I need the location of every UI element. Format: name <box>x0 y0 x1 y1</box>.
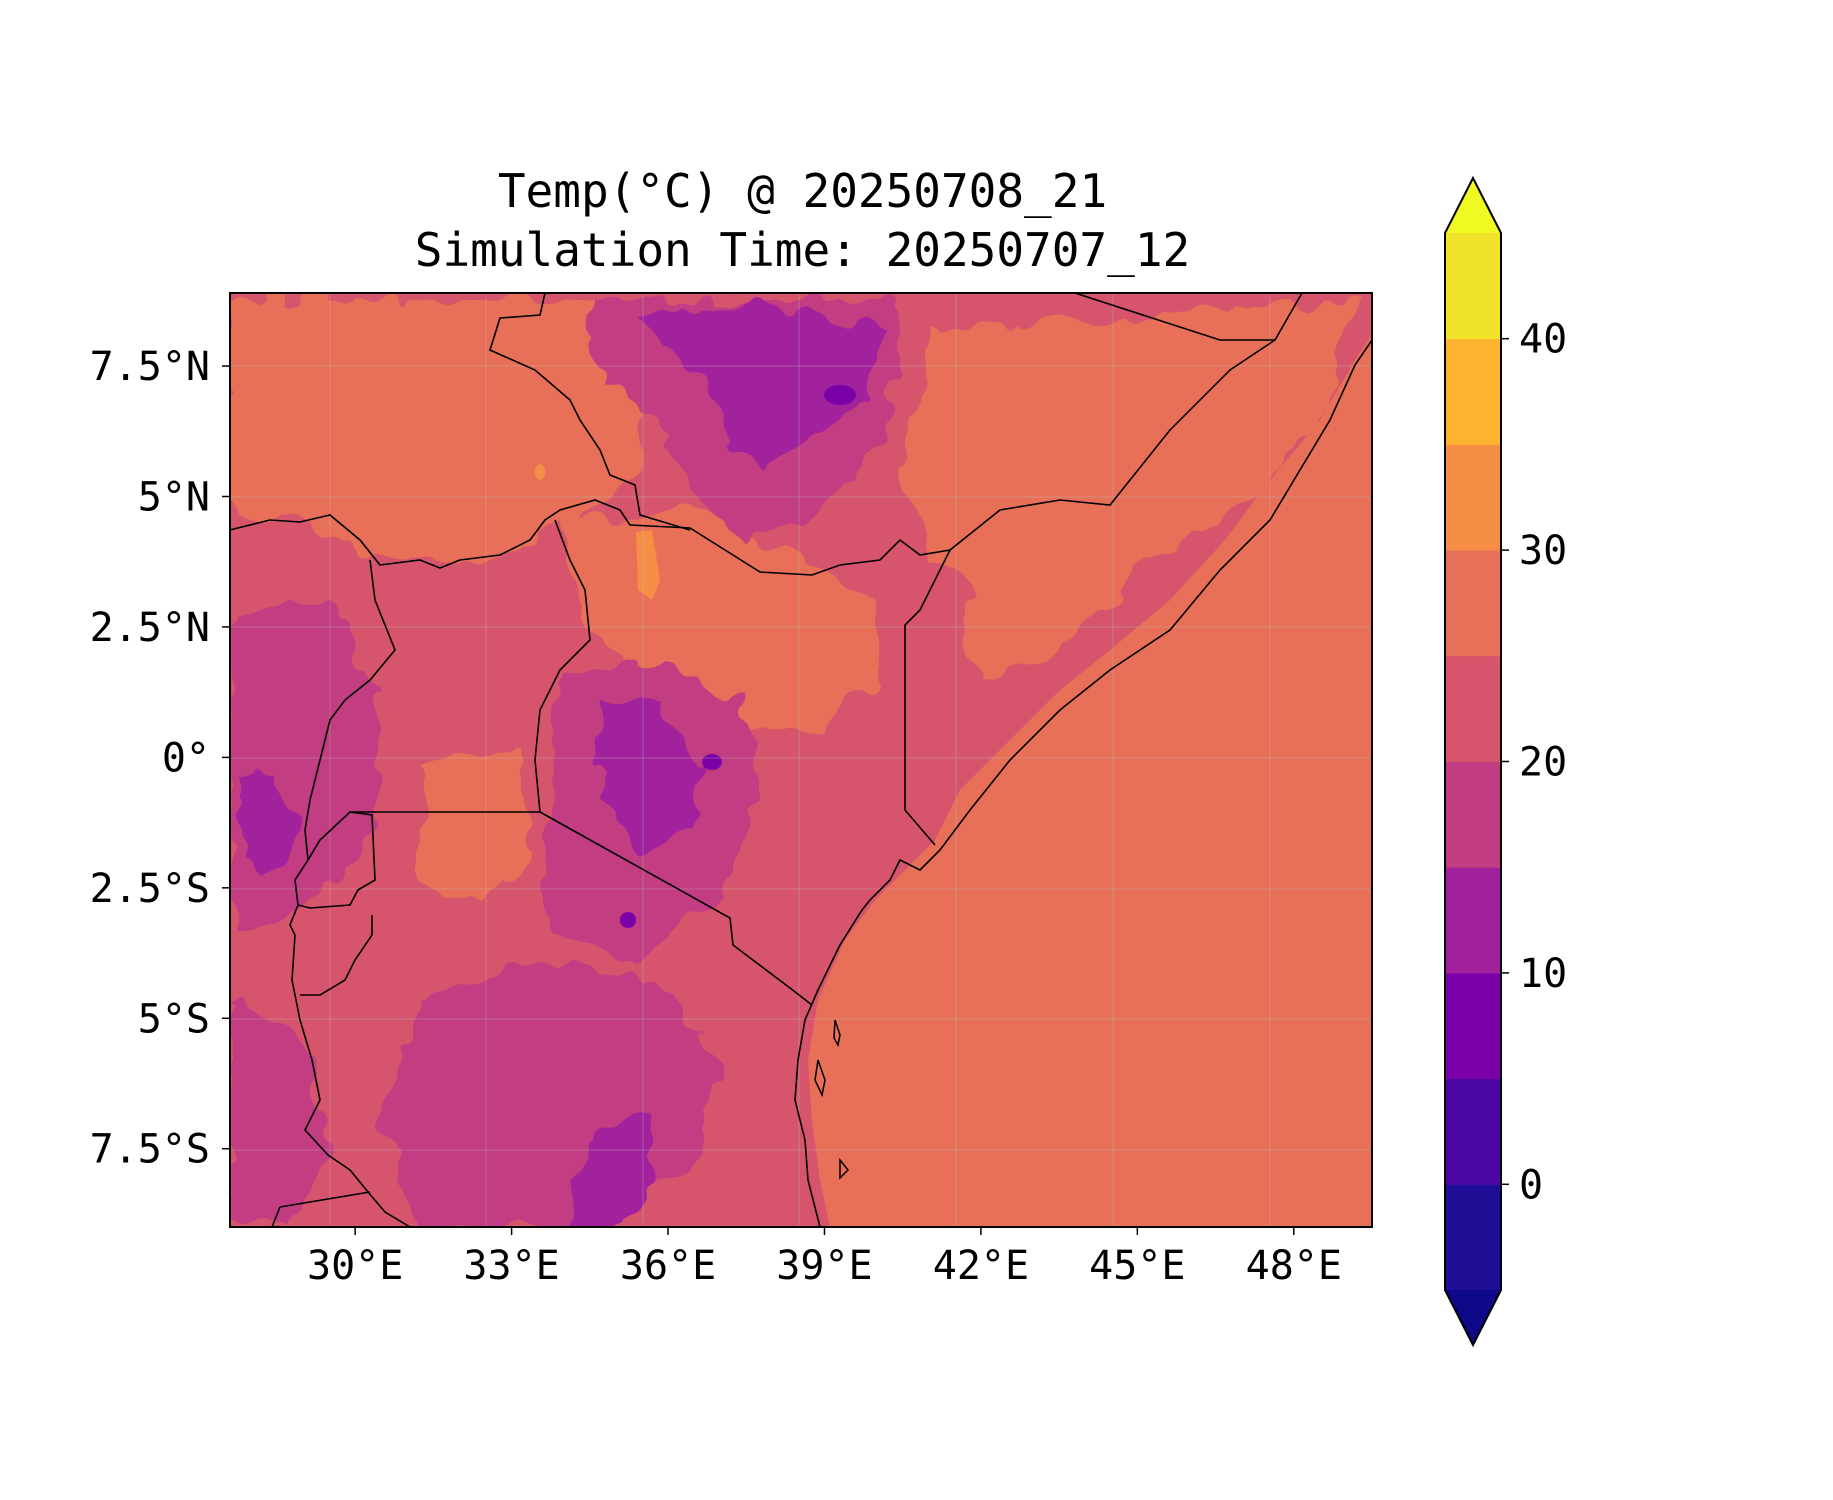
lat-tick-label: 7.5°S <box>90 1127 210 1173</box>
peak-tanzania <box>570 1120 660 1227</box>
colorbar-tick-label: 0 <box>1519 1162 1543 1208</box>
colorbar-under-extension <box>1445 1290 1501 1345</box>
lon-tick-label: 33°E <box>463 1243 559 1289</box>
colorbar-outline <box>1444 175 1502 1348</box>
lon-tick-label: 36°E <box>620 1243 716 1289</box>
coastline <box>794 339 1372 1227</box>
border-kenya-tanzania <box>539 811 813 1006</box>
lat-tick-label: 0° <box>162 735 210 781</box>
gridlines <box>230 293 1372 1227</box>
colorbar-over-extension <box>1445 178 1501 233</box>
colorbar-band <box>1445 1078 1501 1185</box>
colorbar-band <box>1445 972 1501 1080</box>
warm-patch-victoria <box>420 750 530 900</box>
lon-tick-label: 48°E <box>1246 1243 1342 1289</box>
lat-tick-label: 2.5°N <box>90 605 210 651</box>
island-pemba <box>833 1019 841 1048</box>
lon-tick-label: 45°E <box>1089 1243 1185 1289</box>
peak-kenya <box>600 700 700 850</box>
colorbar: 0 10 20 30 40 <box>1444 175 1567 1348</box>
lat-tick-label: 2.5°S <box>90 866 210 912</box>
border-zambia <box>279 1191 371 1208</box>
hot-patch-turkana <box>636 530 660 600</box>
lat-tick-label: 5°N <box>138 474 210 520</box>
island-mafia <box>839 1157 850 1180</box>
colorbar-band <box>1445 444 1501 551</box>
colorbar-band <box>1445 761 1501 868</box>
border-uganda-kenya <box>534 519 591 813</box>
border-ethiopia-north <box>1074 293 1275 341</box>
colorbar-band <box>1445 338 1501 445</box>
border-burundi-drc <box>300 915 373 996</box>
chart-title-line-2: Simulation Time: 20250707_12 <box>414 223 1191 277</box>
hot-patch-2 <box>535 464 545 480</box>
temperature-field <box>230 293 1372 1227</box>
lon-tick-label: 42°E <box>933 1243 1029 1289</box>
coastal-islands <box>814 1019 850 1180</box>
lon-tick-label: 30°E <box>307 1243 403 1289</box>
cold-spot-3 <box>620 912 636 928</box>
colorbar-tick-label: 20 <box>1519 740 1567 786</box>
warm-patch-somalia <box>960 510 1150 680</box>
lon-tick-label: 39°E <box>776 1243 872 1289</box>
border-sudan-ethiopia <box>489 293 691 531</box>
cold-spot-1 <box>824 385 856 405</box>
map-frame <box>229 292 1373 1228</box>
warm-patch-sudan <box>230 300 640 560</box>
colorbar-tick-label: 10 <box>1519 951 1567 997</box>
border-south-sudan-uganda <box>230 499 631 569</box>
border-ethiopia-somalia <box>949 293 1303 551</box>
border-uganda-drc <box>304 559 396 861</box>
chart-title-line-1: Temp(°C) @ 20250708_21 <box>497 164 1108 218</box>
cold-spot-2 <box>702 754 722 770</box>
borders-and-coastlines <box>230 293 1372 1227</box>
peak-ethiopia <box>640 300 880 470</box>
colorbar-band <box>1445 867 1501 974</box>
colorbar-tick-label: 40 <box>1519 317 1567 363</box>
island-zanzibar <box>814 1059 826 1098</box>
warm-patch-ethiopia-east <box>900 300 1360 600</box>
border-kenya-somalia <box>904 549 951 846</box>
colorbar-tick-label: 30 <box>1519 528 1567 574</box>
colorbar-band <box>1445 550 1501 657</box>
lat-tick-label: 5°S <box>138 996 210 1042</box>
highland-south-west <box>230 1000 330 1227</box>
latitude-axis: 7.5°N 5°N 2.5°N 0° 2.5°S 5°S 7.5°S <box>90 344 230 1173</box>
border-ethiopia-kenya <box>629 524 951 576</box>
lat-tick-label: 7.5°N <box>90 344 210 390</box>
border-sw <box>271 1206 281 1227</box>
colorbar-band <box>1445 1184 1501 1291</box>
peak-rwanda <box>240 770 300 880</box>
colorbar-band <box>1445 655 1501 762</box>
border-rwanda-burundi <box>294 811 376 909</box>
colorbar-band <box>1445 233 1501 340</box>
longitude-axis: 30°E 33°E 36°E 39°E 42°E 45°E 48°E <box>307 1227 1342 1289</box>
